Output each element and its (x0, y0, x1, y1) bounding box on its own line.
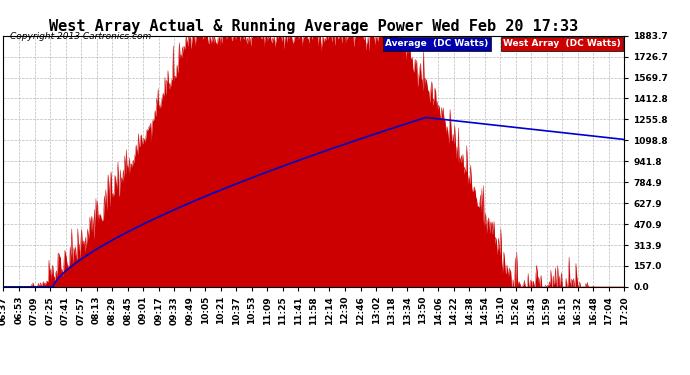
Text: West Array  (DC Watts): West Array (DC Watts) (504, 39, 621, 48)
Title: West Array Actual & Running Average Power Wed Feb 20 17:33: West Array Actual & Running Average Powe… (49, 18, 579, 34)
Text: Copyright 2013 Cartronics.com: Copyright 2013 Cartronics.com (10, 32, 152, 41)
Text: Average  (DC Watts): Average (DC Watts) (385, 39, 489, 48)
